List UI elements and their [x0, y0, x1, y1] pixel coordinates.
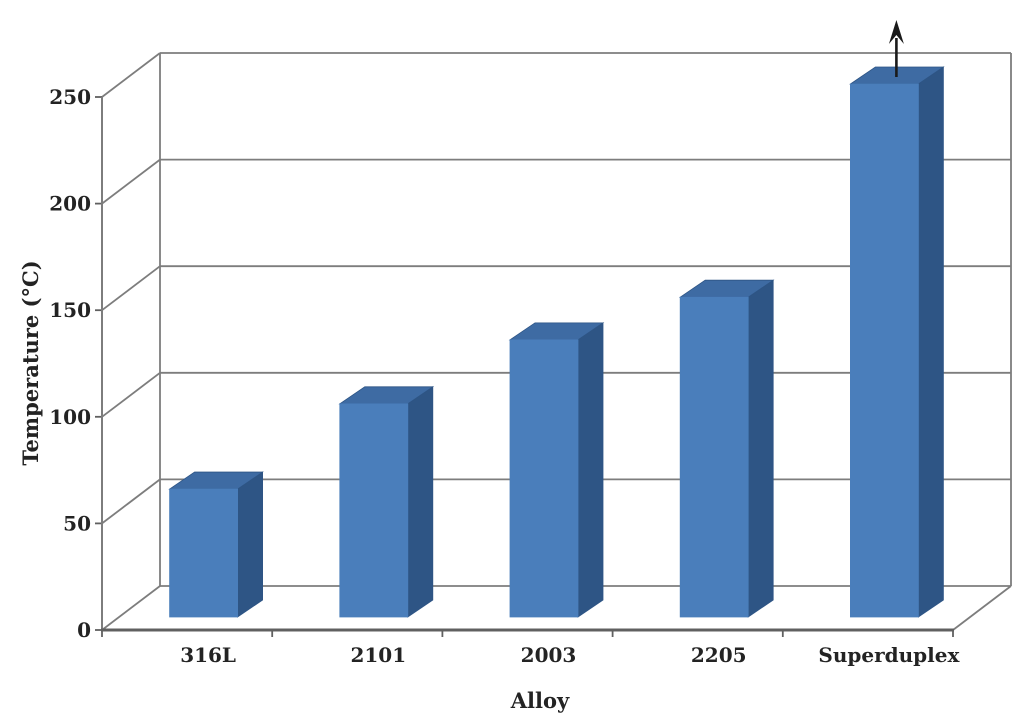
bar-316l [168, 471, 264, 618]
bar-superduplex [849, 66, 945, 618]
bar-front-face [509, 339, 579, 618]
y-tick-label: 250 [49, 85, 91, 109]
y-tick-label: 50 [63, 511, 91, 535]
y-tick-label: 150 [49, 298, 91, 322]
bar-front-face [339, 403, 409, 618]
y-tick-label: 100 [49, 405, 91, 429]
left-wall-gridline [101, 372, 161, 418]
bar-front-face [850, 83, 919, 618]
x-category-label: 2003 [521, 643, 577, 667]
bar-side-face [577, 322, 604, 618]
y-tick-label: 200 [49, 192, 91, 216]
y-axis-title: Temperature (°C) [18, 260, 43, 465]
left-wall-gridline [101, 265, 161, 311]
x-category-label: 316L [180, 643, 236, 667]
floor-right-edge [952, 585, 1012, 631]
bar-side-face [237, 471, 264, 618]
left-wall-gridline [101, 52, 161, 98]
bar-2101 [338, 386, 435, 618]
x-axis-title: Alloy [510, 688, 570, 713]
x-category-label: 2101 [350, 643, 406, 667]
plot-area: 0 50 100 150 200 250 316L 2101 2003 2205 Superdupl… [49, 20, 1012, 667]
bar-front-face [679, 296, 749, 618]
left-wall-gridline [101, 478, 161, 525]
overflow-arrow-icon [888, 20, 904, 44]
bar-2003 [508, 322, 605, 618]
bar-side-face [407, 386, 434, 618]
bar-side-face [918, 66, 944, 618]
left-wall-gridline [101, 158, 161, 205]
bar-side-face [747, 279, 774, 618]
x-category-label: Superduplex [818, 643, 960, 667]
bar-2205 [678, 279, 775, 618]
y-tick-label: 0 [77, 618, 91, 642]
bar-front-face [169, 488, 239, 618]
left-wall-gridline [101, 585, 161, 631]
x-category-label: 2205 [691, 643, 747, 667]
